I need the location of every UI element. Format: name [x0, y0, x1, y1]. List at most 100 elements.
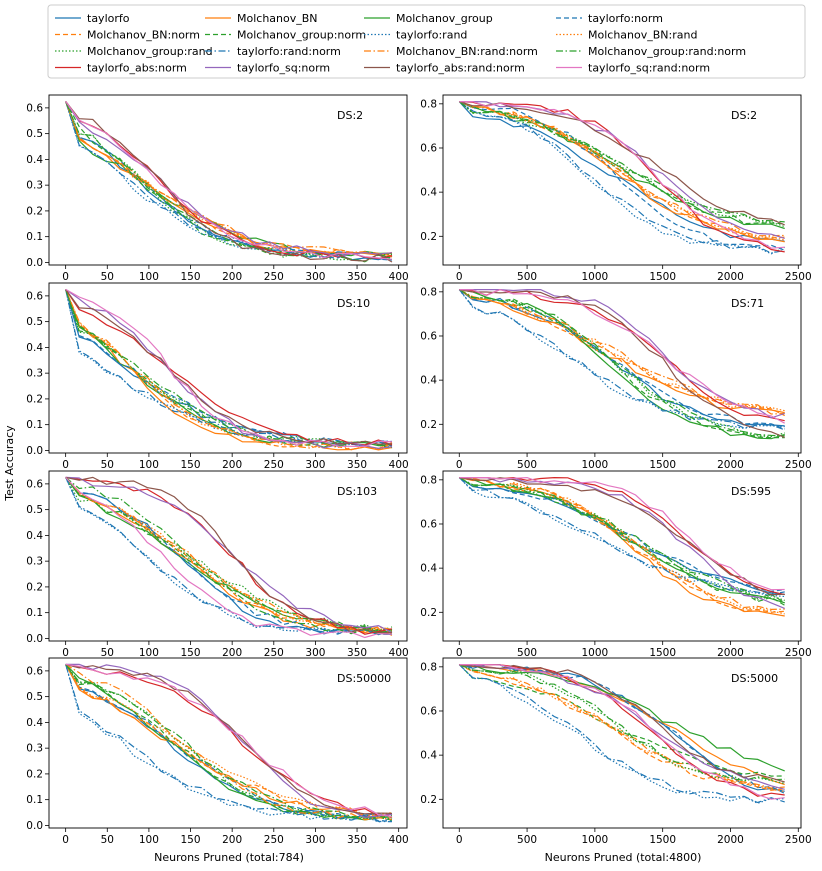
y-tick-label: 0.4 — [26, 154, 43, 166]
legend-entry-label: Molchanov_BN — [237, 12, 318, 25]
y-tick-label: 0.8 — [420, 661, 437, 673]
x-tick-label: 400 — [389, 271, 409, 283]
x-tick-label: 250 — [264, 834, 284, 846]
series-line — [65, 664, 393, 820]
series-group — [65, 288, 393, 451]
series-line — [65, 101, 393, 261]
y-tick-label: 0.1 — [26, 231, 43, 243]
series-line — [65, 101, 393, 262]
series-line — [459, 476, 785, 591]
x-tick-label: 300 — [305, 647, 325, 659]
x-tick-label: 2000 — [717, 834, 744, 846]
y-tick-label: 0.6 — [26, 102, 43, 114]
series-line — [458, 289, 785, 431]
x-tick-label: 400 — [389, 647, 409, 659]
y-tick-label: 0.0 — [26, 633, 43, 645]
series-line — [65, 101, 393, 257]
y-tick-label: 0.2 — [420, 607, 437, 619]
x-tick-label: 150 — [181, 834, 201, 846]
series-line — [65, 101, 393, 255]
legend-entry-label: Molchanov_BN:rand — [588, 29, 697, 42]
series-line — [459, 289, 785, 419]
x-tick-label: 350 — [347, 271, 367, 283]
series-line — [65, 476, 393, 634]
y-tick-label: 0.3 — [26, 556, 43, 568]
x-tick-label: 300 — [305, 459, 325, 471]
series-line — [65, 289, 393, 451]
series-line — [459, 477, 785, 611]
x-tick-label: 1000 — [582, 271, 609, 283]
x-tick-label: 200 — [222, 647, 242, 659]
series-line — [65, 664, 393, 820]
subplot-grid: 0 50 100 150 200 250 300 350 4000.00.10.20.30.40… — [26, 94, 812, 846]
subplot-3: 0 50 100 150 200 250 300 350 400 0.0 0.1 0.2 0.3 0.4 0… — [26, 282, 409, 471]
series-line — [459, 663, 785, 797]
y-tick-label: 0.4 — [420, 750, 437, 762]
series-line — [459, 101, 785, 243]
series-line — [459, 289, 785, 415]
x-tick-label: 2500 — [785, 459, 812, 471]
subplot-7: 0 50 100 150 200 250 300 350 400 0.0 0.1 0.2 0.3 0.4 0… — [26, 657, 409, 846]
x-tick-label: 1000 — [582, 459, 609, 471]
x-tick-label: 100 — [139, 459, 159, 471]
x-tick-label: 0 — [62, 834, 69, 846]
x-tick-label: 100 — [139, 271, 159, 283]
series-line — [458, 289, 785, 438]
x-tick-label: 2500 — [785, 271, 812, 283]
series-line — [65, 664, 393, 819]
axes-frame — [48, 657, 408, 829]
series-line — [65, 477, 393, 636]
x-tick-label: 500 — [517, 647, 537, 659]
subplot-5: 0 50 100 150 200 250 300 350 400 0.0 0.1 0.2 0.3 0.4 0… — [26, 470, 409, 659]
y-tick-label: 0.4 — [420, 563, 437, 575]
series-line — [459, 663, 785, 792]
series-line — [65, 289, 393, 445]
series-line — [458, 477, 785, 593]
panel-label: DS:10 — [337, 297, 370, 310]
y-tick-label: 0.6 — [26, 290, 43, 302]
x-tick-label: 500 — [517, 459, 537, 471]
x-tick-label: 2500 — [785, 647, 812, 659]
legend-entry-label: taylorfo — [87, 12, 130, 25]
x-tick-label: 2000 — [717, 271, 744, 283]
subplot-6: 0 500 1000 1500 2000 2500 0.2 0.4 0.6 0.8 DS:595 — [420, 470, 812, 659]
y-tick-label: 0.5 — [26, 691, 43, 703]
y-tick-label: 0.5 — [26, 504, 43, 516]
x-tick-label: 300 — [305, 271, 325, 283]
series-line — [65, 476, 393, 635]
series-line — [65, 289, 393, 447]
legend-entry-label: taylorfo_sq:rand:norm — [588, 62, 710, 75]
y-tick-label: 0.6 — [420, 330, 437, 342]
y-tick-label: 0.3 — [26, 368, 43, 380]
series-line — [458, 289, 785, 430]
panel-label: DS:2 — [337, 109, 363, 122]
series-line — [459, 477, 785, 596]
series-group — [458, 100, 785, 255]
series-line — [65, 663, 393, 818]
x-tick-label: 1500 — [649, 647, 676, 659]
series-line — [65, 101, 393, 260]
legend-entry-label: taylorfo:norm — [588, 12, 663, 25]
legend-entry-label: Molchanov_group:rand — [87, 45, 213, 58]
axes-frame — [442, 657, 802, 829]
y-tick-label: 0.4 — [420, 187, 437, 199]
series-line — [459, 664, 785, 793]
series-line — [458, 289, 785, 437]
legend-entry-label: taylorfo_abs:norm — [87, 62, 187, 75]
series-group — [458, 476, 786, 617]
series-line — [459, 101, 785, 226]
axes-frame — [442, 470, 802, 642]
shared-y-axis-label: Test Accuracy — [3, 425, 16, 502]
series-line — [65, 101, 393, 258]
series-line — [65, 476, 393, 631]
x-tick-label: 350 — [347, 647, 367, 659]
series-line — [65, 289, 393, 451]
series-line — [459, 101, 785, 241]
subplot-4: 0 500 1000 1500 2000 2500 0.2 0.4 0.6 0.8 DS:71 — [420, 282, 812, 471]
x-tick-label: 250 — [264, 271, 284, 283]
panel-label: DS:103 — [337, 485, 377, 498]
legend-entry-label: taylorfo:rand — [396, 29, 467, 42]
y-tick-label: 0.1 — [26, 794, 43, 806]
legend-entry-label: Molchanov_group:rand:norm — [588, 45, 746, 58]
x-tick-label: 300 — [305, 834, 325, 846]
